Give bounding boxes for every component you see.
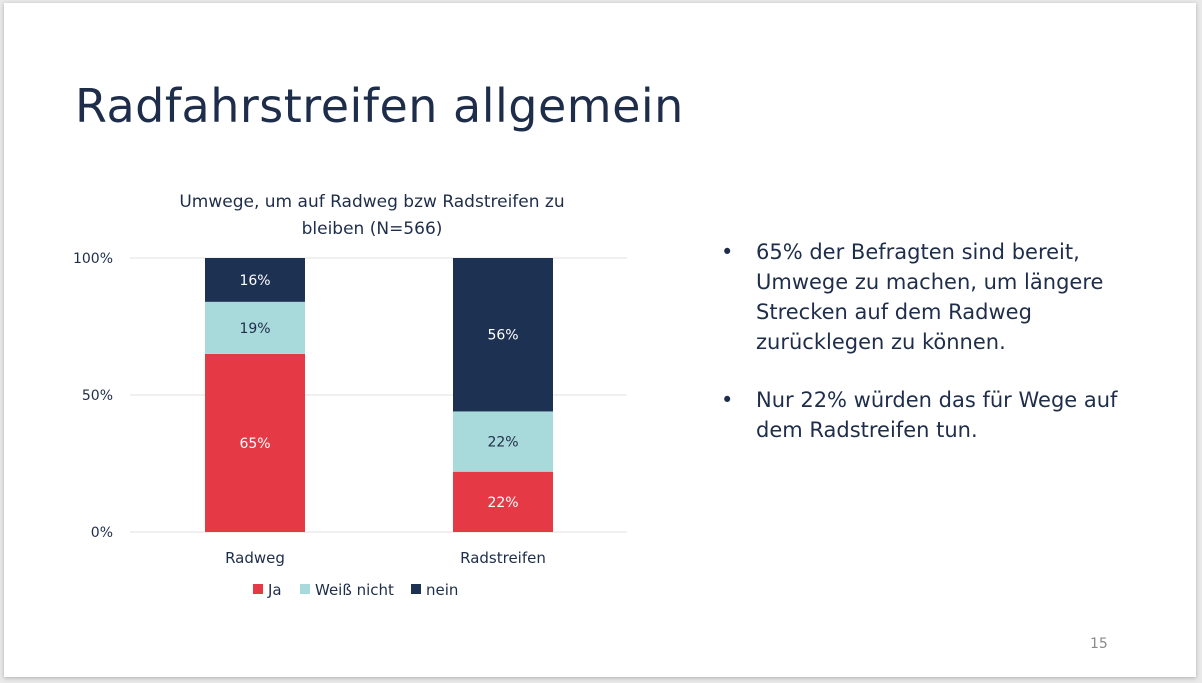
data-label: 22%	[487, 495, 518, 511]
y-tick-label: 50%	[82, 388, 113, 404]
legend-swatch	[253, 584, 263, 594]
data-label: 16%	[239, 273, 270, 289]
slide: Radfahrstreifen allgemein Umwege, um auf…	[4, 3, 1196, 677]
legend-label: Ja	[267, 581, 282, 599]
bar-segment	[205, 301, 305, 354]
bullet-list: • 65% der Befragten sind bereit, Umwege …	[721, 237, 1141, 473]
legend-label: Weiß nicht	[315, 581, 394, 599]
bar-segment	[453, 411, 553, 472]
bar-segment	[205, 258, 305, 302]
page-number: 15	[1090, 636, 1108, 652]
bullet-dot: •	[721, 240, 734, 264]
data-label: 56%	[487, 328, 518, 344]
bar-segment	[453, 258, 553, 412]
legend-swatch	[300, 584, 310, 594]
data-label: 65%	[239, 436, 270, 452]
slide-title: Radfahrstreifen allgemein	[75, 79, 684, 133]
bar-segment	[453, 471, 553, 532]
bullet-text: Nur 22% würden das für Wege auf dem Rads…	[756, 388, 1118, 442]
bullet-item: • Nur 22% würden das für Wege auf dem Ra…	[721, 385, 1141, 445]
legend-swatch	[411, 584, 421, 594]
legend-label: nein	[426, 581, 458, 599]
bullet-item: • 65% der Befragten sind bereit, Umwege …	[721, 237, 1141, 357]
data-label: 22%	[487, 435, 518, 451]
chart-title-line-2: bleiben (N=566)	[301, 219, 443, 239]
bar-segment	[205, 353, 305, 532]
y-tick-label: 0%	[91, 525, 113, 541]
data-label: 19%	[239, 321, 270, 337]
chart-title: Umwege, um auf Radweg bzw Radstreifen zu…	[132, 189, 612, 243]
bullet-text: 65% der Befragten sind bereit, Umwege zu…	[756, 240, 1104, 354]
chart-title-line-1: Umwege, um auf Radweg bzw Radstreifen zu	[179, 192, 565, 212]
x-category-label: Radstreifen	[460, 549, 546, 567]
bullet-dot: •	[721, 388, 734, 412]
y-tick-label: 100%	[73, 251, 113, 267]
x-category-label: Radweg	[225, 549, 285, 567]
